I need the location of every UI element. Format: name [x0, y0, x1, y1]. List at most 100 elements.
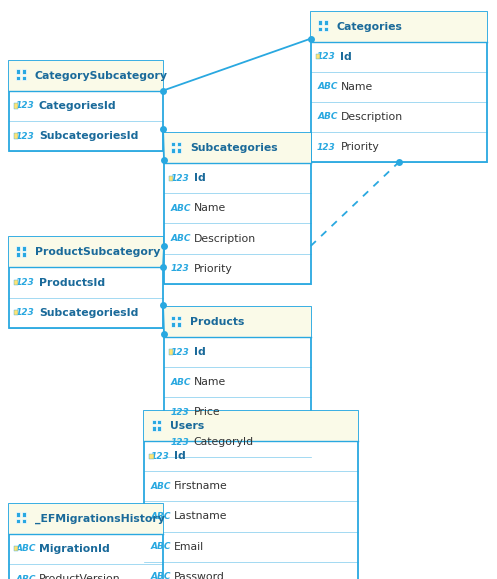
Bar [169, 349, 173, 354]
Bar [164, 307, 311, 337]
Bar [177, 316, 181, 320]
Text: 123: 123 [317, 142, 336, 152]
Bar [14, 310, 18, 316]
Bar [164, 133, 311, 284]
Text: Id: Id [174, 451, 186, 461]
Text: 123: 123 [151, 452, 169, 461]
Bar [16, 69, 20, 74]
Bar [9, 61, 163, 151]
Text: ABC: ABC [170, 204, 191, 213]
Text: _EFMigrationsHistory: _EFMigrationsHistory [35, 514, 165, 524]
Text: Users: Users [170, 421, 204, 431]
Text: SubcategoriesId: SubcategoriesId [39, 131, 138, 141]
Text: 123: 123 [170, 347, 189, 357]
Bar [22, 252, 26, 257]
Text: Subcategories: Subcategories [190, 143, 277, 153]
Text: Priority: Priority [194, 263, 233, 274]
Text: Id: Id [194, 173, 206, 184]
Text: Name: Name [340, 82, 373, 92]
Bar [9, 237, 163, 267]
Text: 123: 123 [170, 438, 189, 447]
Text: SubcategoriesId: SubcategoriesId [39, 307, 138, 318]
Text: Name: Name [194, 377, 226, 387]
Bar [324, 27, 328, 31]
Text: ABC: ABC [151, 512, 171, 521]
Text: Products: Products [190, 317, 244, 327]
Bar [16, 252, 20, 257]
Bar [324, 20, 328, 25]
Text: ABC: ABC [15, 574, 36, 579]
Bar [16, 246, 20, 251]
Text: ProductsId: ProductsId [39, 277, 105, 288]
Bar [157, 420, 161, 424]
Bar [14, 280, 18, 285]
Bar [157, 426, 161, 431]
Bar [316, 54, 320, 60]
Text: ProductSubcategory: ProductSubcategory [35, 247, 160, 258]
Text: 123: 123 [317, 52, 336, 61]
Bar [318, 27, 322, 31]
Text: CategoriesId: CategoriesId [39, 101, 116, 111]
Text: ABC: ABC [317, 112, 337, 122]
Text: Firstname: Firstname [174, 481, 228, 492]
Bar [171, 322, 175, 327]
Bar [9, 61, 163, 91]
Text: ABC: ABC [170, 234, 191, 243]
Text: Id: Id [340, 52, 352, 62]
Bar [22, 69, 26, 74]
Text: Lastname: Lastname [174, 511, 228, 522]
Bar [16, 519, 20, 523]
Bar [144, 411, 358, 441]
Bar [16, 512, 20, 517]
Text: ABC: ABC [170, 378, 191, 387]
Bar [16, 76, 20, 80]
Text: ABC: ABC [151, 572, 171, 579]
Text: Categories: Categories [336, 21, 403, 32]
Bar [311, 12, 487, 42]
Bar [149, 454, 154, 459]
Text: 123: 123 [170, 408, 189, 417]
Text: 123: 123 [170, 174, 189, 183]
Bar [171, 142, 175, 146]
Text: ABC: ABC [15, 544, 36, 554]
Text: Name: Name [194, 203, 226, 214]
Text: 123: 123 [170, 264, 189, 273]
Bar [177, 148, 181, 153]
Bar [144, 411, 358, 579]
Bar [177, 322, 181, 327]
Bar [164, 133, 311, 163]
Bar [318, 20, 322, 25]
Bar [169, 176, 173, 181]
Bar [311, 12, 487, 162]
Text: Id: Id [194, 347, 206, 357]
Bar [9, 504, 163, 579]
Text: 123: 123 [15, 308, 34, 317]
Bar [22, 519, 26, 523]
Text: Email: Email [174, 541, 204, 552]
Bar [14, 103, 18, 109]
Bar [14, 547, 18, 551]
Text: ProductVersion: ProductVersion [39, 574, 120, 579]
Text: 123: 123 [15, 131, 34, 141]
Text: Priority: Priority [340, 142, 379, 152]
Bar [152, 420, 156, 424]
Text: 123: 123 [15, 101, 34, 111]
Text: CategorySubcategory: CategorySubcategory [35, 71, 168, 81]
Bar [152, 426, 156, 431]
Bar [22, 512, 26, 517]
Bar [9, 504, 163, 534]
Bar [9, 237, 163, 328]
Bar [171, 316, 175, 320]
Bar [171, 148, 175, 153]
Bar [177, 142, 181, 146]
Bar [164, 307, 311, 457]
Text: ABC: ABC [151, 542, 171, 551]
Bar [22, 246, 26, 251]
Bar [14, 133, 18, 138]
Text: Description: Description [194, 233, 256, 244]
Text: MigrationId: MigrationId [39, 544, 109, 554]
Text: ABC: ABC [317, 82, 337, 91]
Text: 123: 123 [15, 278, 34, 287]
Text: CategoryId: CategoryId [194, 437, 254, 448]
Text: Password: Password [174, 571, 225, 579]
